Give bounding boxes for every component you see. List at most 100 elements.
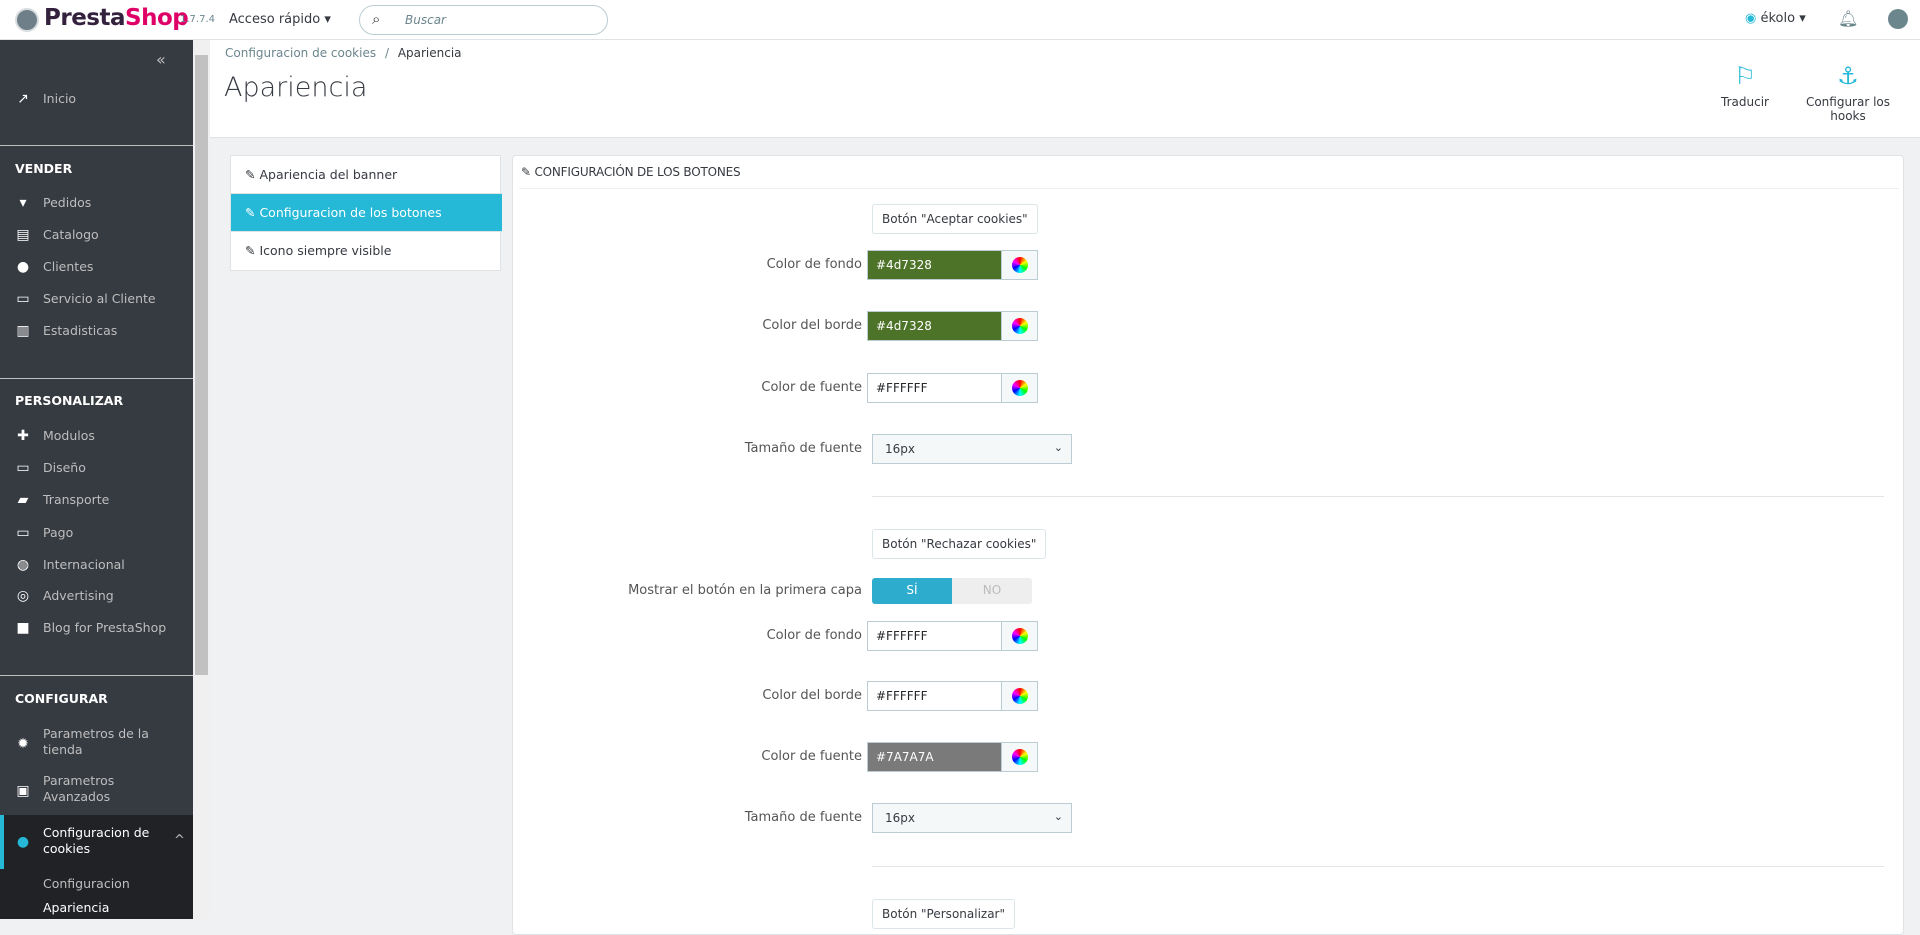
color-picker-icon[interactable] [1001,682,1037,710]
sidebar-item-advertising[interactable]: ◎ Advertising [0,588,193,604]
submenu-apariencia[interactable]: Apariencia [43,900,110,915]
accept-border-color-input[interactable]: #4d7328 [867,311,1038,341]
card-icon: ▭ [16,525,30,541]
quick-access-dropdown[interactable]: Acceso rápido ▾ [229,12,331,27]
label: Color de fondo [766,628,862,643]
submenu-configuracion[interactable]: Configuracion [43,876,130,891]
brand-logo[interactable]: PrestaShop [44,5,189,31]
monitor-icon: ▭ [16,460,30,476]
label: Color del borde [762,318,862,333]
truck-icon: ▰ [17,492,29,508]
panel-heading: ✎ CONFIGURACIÓN DE LOS BOTONES [519,156,1899,189]
settings-box-icon: ▣ [16,783,30,799]
switch-yes[interactable]: SÍ [872,578,952,604]
sidebar-item-pago[interactable]: ▭ Pago [0,525,193,541]
submenu: Configuracion Apariencia [0,869,193,919]
sidebar-scrollbar[interactable] [193,40,210,919]
tab-banner[interactable]: ✎ Apariencia del banner [231,156,502,194]
user-icon: ● [16,259,30,275]
show-first-layer-switch[interactable]: SÍ NO [872,578,1032,604]
store-icon: ▤ [16,227,30,243]
shop-dropdown[interactable]: ◉ ékolo ▾ [1745,11,1806,26]
chart-icon: ▥ [16,323,30,339]
sidebar-item-modulos[interactable]: ✚ Modulos [0,428,193,444]
label: Color de fuente [761,749,862,764]
sidebar-item-servicio[interactable]: ▭ Servicio al Cliente [0,291,193,307]
color-picker-icon[interactable] [1001,374,1037,402]
label: Tamaño de fuente [744,441,862,456]
chat-icon: ▭ [16,291,30,307]
sidebar-item-cookies[interactable]: ● Configuracion de cookies ^ [0,815,193,869]
sidebar-item-blog[interactable]: ■ Blog for PrestaShop [0,620,193,636]
section-vender: VENDER [15,161,73,176]
page-title: Apariencia [224,72,368,103]
sidebar-item-parametros-avanzados[interactable]: ▣ Parametros Avanzados [0,773,193,805]
eye-icon: ◉ [1745,11,1757,26]
tab-botones[interactable]: ✎ Configuracion de los botones [231,194,502,232]
collapse-icon[interactable]: « [156,50,166,69]
top-bar: PrestaShop 1.7.7.4 Acceso rápido ▾ ⌕ Bus… [0,0,1920,40]
sidebar-item-clientes[interactable]: ● Clientes [0,259,193,275]
globe-icon: ◍ [16,557,30,573]
label: Mostrar el botón en la primera capa [628,583,862,598]
target-icon: ◎ [16,588,30,604]
label: Color del borde [762,688,862,703]
sidebar-item-transporte[interactable]: ▰ Transporte [0,492,193,508]
translate-button[interactable]: ⚐ Traducir [1715,62,1775,109]
sidebar-item-catalogo[interactable]: ▤ Catalogo [0,227,193,243]
trend-icon: ↗ [17,91,29,107]
sidebar-item-parametros-tienda[interactable]: ✹ Parametros de la tienda [0,726,193,758]
gear-icon: ✹ [17,736,29,752]
sidebar-item-internacional[interactable]: ◍ Internacional [0,557,193,573]
breadcrumb-parent[interactable]: Configuracion de cookies [225,46,377,60]
user-avatar-icon[interactable] [1888,9,1908,29]
hooks-button[interactable]: ⚓ Configurar los hooks [1788,62,1908,123]
color-picker-icon[interactable] [1001,251,1037,279]
tab-icono[interactable]: ✎ Icono siempre visible [245,243,392,258]
chevron-up-icon: ^ [174,833,185,848]
puzzle-icon: ✚ [17,428,29,444]
page-header [210,40,1920,138]
tab-list: ✎ Apariencia del banner ✎ Configuracion … [230,155,502,271]
accept-button-section-title[interactable]: Botón "Aceptar cookies" [872,204,1038,234]
cookie-icon: ● [16,834,30,850]
reject-font-color-input[interactable]: #7A7A7A [867,742,1038,772]
chevron-down-icon: ⌄ [1053,810,1063,823]
sidebar: « ↗ Inicio VENDER ▾ Pedidos ▤ Catalogo ● Cli… [0,40,193,919]
search-placeholder: Buscar [405,13,446,27]
pencil-icon: ✎ [521,165,531,179]
color-picker-icon[interactable] [1001,622,1037,650]
flag-icon: ⚐ [1734,62,1756,90]
accept-font-size-select[interactable]: 16px ⌄ [872,434,1072,464]
accept-font-color-input[interactable]: #FFFFFF [867,373,1038,403]
reject-border-color-input[interactable]: #FFFFFF [867,681,1038,711]
accept-bg-color-input[interactable]: #4d7328 [867,250,1038,280]
reject-font-size-select[interactable]: 16px ⌄ [872,803,1072,833]
sidebar-item-diseno[interactable]: ▭ Diseño [0,460,193,476]
color-picker-icon[interactable] [1001,743,1037,771]
sidebar-item-pedidos[interactable]: ▾ Pedidos [0,195,193,211]
bell-icon[interactable]: 🔔︎ [1838,9,1859,28]
label: Color de fondo [766,257,862,272]
label: Tamaño de fuente [744,810,862,825]
search-icon: ⌕ [372,10,381,28]
color-picker-icon[interactable] [1001,312,1037,340]
reject-button-section-title[interactable]: Botón "Rechazar cookies" [872,529,1047,559]
customize-button-section-title[interactable]: Botón "Personalizar" [872,899,1016,929]
label: Color de fuente [761,380,862,395]
search-input[interactable]: ⌕ Buscar [359,5,608,35]
caret-down-icon: ▾ [324,12,331,27]
buttons-panel: ✎ CONFIGURACIÓN DE LOS BOTONES [512,155,1904,935]
prestashop-logo-icon[interactable] [15,8,39,32]
basket-icon: ▾ [19,195,27,211]
sidebar-item-estadisticas[interactable]: ▥ Estadisticas [0,323,193,339]
anchor-icon: ⚓ [1837,62,1859,90]
version: 1.7.7.4 [180,14,215,25]
section-personalizar: PERSONALIZAR [15,393,124,408]
note-icon: ■ [16,620,30,636]
reject-bg-color-input[interactable]: #FFFFFF [867,621,1038,651]
switch-no[interactable]: NO [952,578,1032,604]
section-configurar: CONFIGURAR [15,691,108,706]
breadcrumb: Configuracion de cookies / Apariencia [225,46,462,60]
sidebar-item-inicio[interactable]: ↗ Inicio [0,91,193,107]
